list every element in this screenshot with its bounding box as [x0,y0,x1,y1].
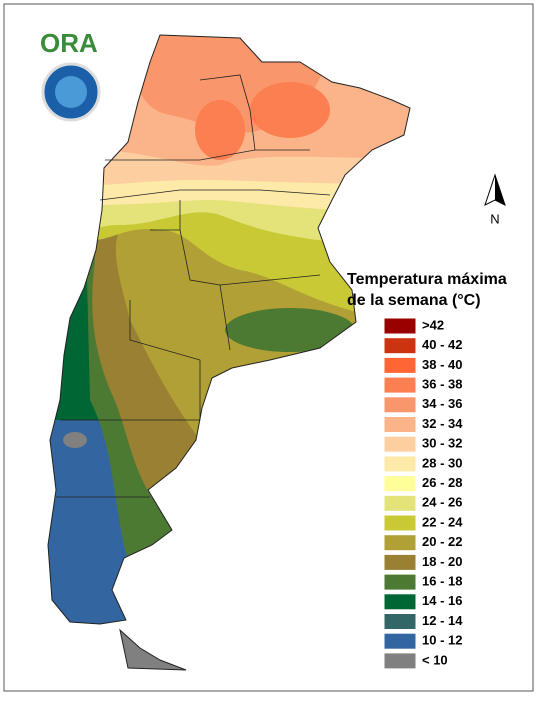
legend-swatch [383,494,417,512]
tierra-del-fuego [119,628,187,671]
logo-seal-inner [55,76,87,108]
legend-swatch [383,317,417,335]
legend-title: Temperatura máxima [347,271,507,288]
north-label: N [490,211,499,226]
legend-label: 14 - 16 [422,593,462,608]
legend-swatch [383,652,417,670]
legend-swatch [383,337,417,355]
legend-label: 26 - 28 [422,475,462,490]
logo-text: ORA [40,28,98,58]
legend-title: de la semana (°C) [347,292,481,309]
legend-swatch [383,435,417,453]
legend-swatch [383,593,417,611]
province-borders [56,74,331,498]
legend-label: 10 - 12 [422,633,462,648]
legend-swatch [383,475,417,493]
legend-label: 36 - 38 [422,377,462,392]
legend-swatch [383,613,417,630]
legend-swatch [383,416,417,433]
legend-swatch [383,632,417,650]
legend-label: 12 - 14 [422,613,463,628]
legend-label: 30 - 32 [422,436,462,451]
legend-swatch [383,356,417,374]
legend-swatch [383,396,417,414]
legend-swatch [383,376,417,394]
legend-label: 32 - 34 [422,416,463,431]
frame [3,3,534,692]
legend-swatch [383,514,417,532]
legend-label: 18 - 20 [422,554,462,569]
legend-label: 38 - 40 [422,357,462,372]
country-outline [47,34,411,625]
legend-label: >42 [422,317,444,332]
legend-label: 40 - 42 [422,337,462,352]
north-arrow-half [495,175,505,205]
legend-swatch [383,455,417,473]
legend-label: 24 - 26 [422,495,462,510]
legend-label: < 10 [422,652,448,667]
legend-swatch [383,534,417,552]
legend-label: 22 - 24 [422,514,463,529]
legend-swatch [383,573,417,591]
legend: Temperatura máxima de la semana (°C) >42 40… [347,271,507,670]
legend-swatch [383,553,417,571]
legend-label: 16 - 18 [422,574,462,589]
legend-label: 20 - 22 [422,534,462,549]
legend-label: 34 - 36 [422,396,462,411]
legend-label: 28 - 30 [422,455,462,470]
